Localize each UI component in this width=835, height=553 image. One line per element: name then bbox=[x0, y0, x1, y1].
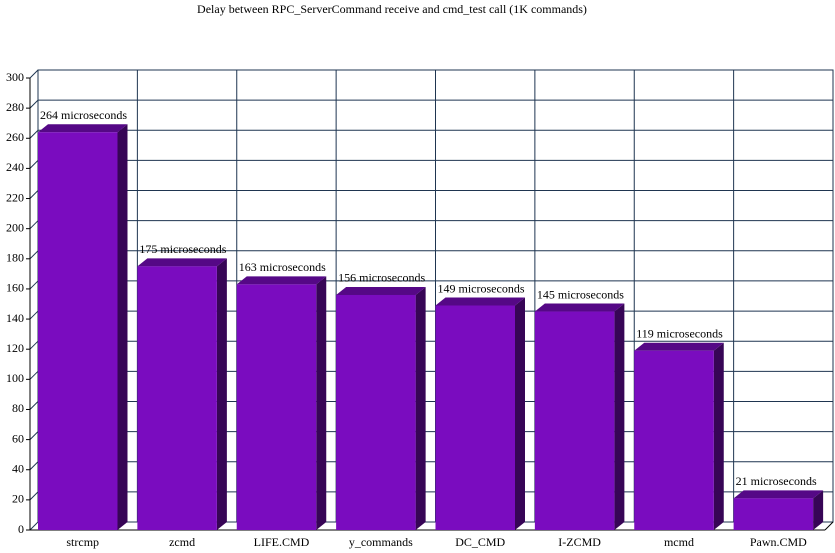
y-tick-label: 240 bbox=[6, 160, 24, 174]
value-label: 21 microseconds bbox=[736, 474, 817, 488]
bar-side bbox=[713, 342, 724, 530]
y-tick-label: 220 bbox=[6, 190, 24, 204]
bar-side bbox=[316, 276, 327, 530]
grid-line bbox=[29, 190, 39, 199]
bar-top bbox=[336, 286, 426, 295]
x-tick-label: strcmp bbox=[66, 535, 99, 549]
bar-side bbox=[216, 258, 227, 530]
chart-title: Delay between RPC_ServerCommand receive … bbox=[197, 2, 587, 16]
grid-line bbox=[29, 280, 39, 290]
value-label: 264 microseconds bbox=[40, 108, 127, 122]
grid-line bbox=[29, 99, 39, 109]
grid-line bbox=[29, 370, 39, 380]
grid-line bbox=[29, 129, 39, 139]
bar-top bbox=[38, 124, 128, 133]
y-tick-label: 200 bbox=[6, 220, 24, 234]
bar-side bbox=[614, 303, 625, 530]
grid-line bbox=[29, 401, 39, 410]
x-tick-label: LIFE.CMD bbox=[254, 535, 310, 549]
grid-line bbox=[29, 69, 39, 79]
value-label: 163 microseconds bbox=[239, 260, 326, 274]
y-tick-label: 80 bbox=[12, 401, 24, 415]
y-tick-label: 120 bbox=[6, 341, 24, 355]
grid-line bbox=[29, 461, 39, 471]
bar bbox=[534, 311, 615, 530]
grid-line bbox=[29, 220, 39, 230]
value-label: 145 microseconds bbox=[537, 287, 624, 301]
grid-line bbox=[29, 340, 39, 350]
bar-side bbox=[515, 297, 525, 530]
bar-side bbox=[117, 124, 128, 531]
y-tick-label: 160 bbox=[6, 281, 24, 295]
bar-top bbox=[137, 258, 227, 267]
y-tick-label: 60 bbox=[12, 431, 24, 445]
value-label: 149 microseconds bbox=[438, 281, 525, 295]
x-tick-label: Pawn.CMD bbox=[750, 535, 807, 549]
grid-line bbox=[29, 250, 39, 260]
y-tick-label: 300 bbox=[6, 70, 24, 84]
bar-top bbox=[634, 342, 724, 351]
grid-line bbox=[29, 521, 39, 531]
y-tick-label: 100 bbox=[6, 371, 24, 385]
x-tick-label: zcmd bbox=[169, 535, 195, 549]
bar bbox=[336, 294, 416, 530]
bar-top bbox=[534, 303, 625, 312]
value-label: 156 microseconds bbox=[338, 271, 425, 285]
grid-line bbox=[29, 431, 39, 440]
bar bbox=[38, 132, 118, 531]
bar bbox=[236, 284, 317, 530]
value-label: 175 microseconds bbox=[139, 242, 226, 256]
bar bbox=[733, 498, 814, 530]
x-tick-label: DC_CMD bbox=[455, 535, 505, 549]
y-tick-label: 20 bbox=[12, 492, 24, 506]
x-tick-label: mcmd bbox=[664, 535, 694, 549]
bar-side bbox=[813, 490, 824, 530]
bar-top bbox=[236, 276, 327, 285]
y-tick-label: 260 bbox=[6, 130, 24, 144]
x-tick-label: y_commands bbox=[349, 535, 413, 549]
grid-line bbox=[29, 491, 39, 501]
y-tick-label: 280 bbox=[6, 100, 24, 114]
bar-side bbox=[415, 286, 426, 530]
bar-top bbox=[435, 297, 525, 306]
x-tick-label: I-ZCMD bbox=[558, 535, 601, 549]
bar bbox=[137, 266, 217, 530]
value-label: 119 microseconds bbox=[636, 326, 723, 340]
y-tick-label: 140 bbox=[6, 311, 24, 325]
y-tick-label: 180 bbox=[6, 251, 24, 265]
bar-top bbox=[733, 490, 824, 499]
bar bbox=[435, 305, 515, 530]
y-tick-label: 0 bbox=[18, 522, 24, 536]
y-tick-label: 40 bbox=[12, 461, 24, 475]
grid-line bbox=[29, 310, 39, 320]
floor-edge bbox=[824, 521, 834, 531]
grid-line bbox=[29, 160, 39, 169]
bar bbox=[634, 350, 714, 530]
